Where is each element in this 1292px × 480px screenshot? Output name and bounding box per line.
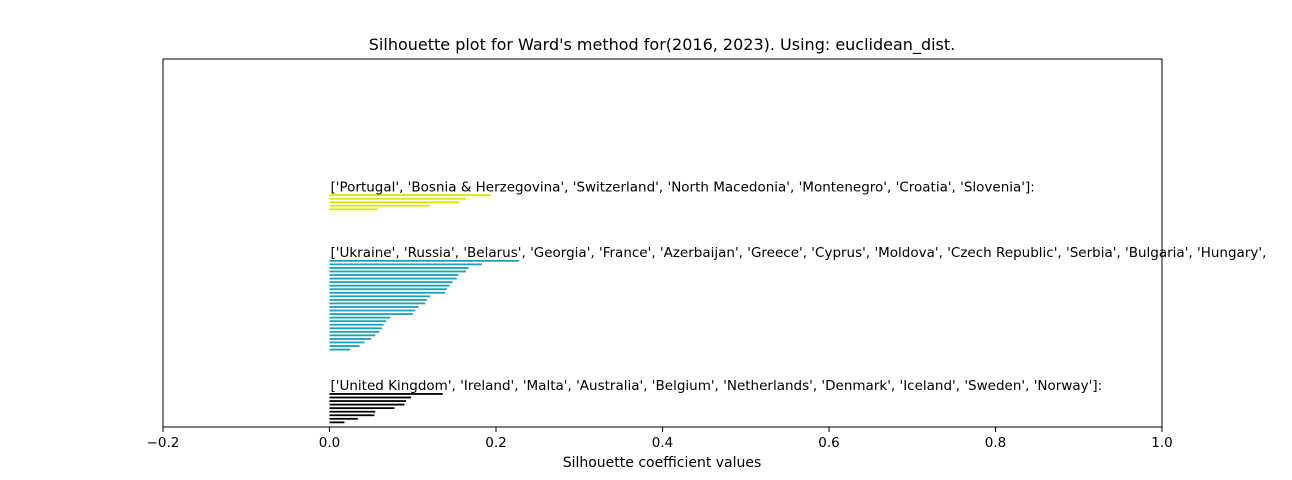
silhouette-bar	[329, 284, 450, 287]
silhouette-bar	[329, 330, 380, 333]
silhouette-bar	[329, 291, 446, 294]
silhouette-bar	[329, 306, 419, 308]
silhouette-bar	[329, 414, 375, 417]
x-tick-label: 1.0	[1151, 435, 1172, 451]
silhouette-bar	[329, 421, 345, 424]
cluster-label: ['United Kingdom', 'Ireland', 'Malta', '…	[331, 378, 1103, 394]
x-tick-label: 0.6	[818, 435, 839, 451]
silhouette-bar	[329, 288, 447, 291]
silhouette-bar	[329, 259, 520, 262]
silhouette-bar	[329, 417, 358, 420]
silhouette-bar	[329, 274, 459, 276]
silhouette-bar	[329, 334, 376, 337]
silhouette-bar	[329, 348, 351, 351]
cluster-label: ['Ukraine', 'Russia', 'Belarus', 'Georgi…	[331, 245, 1267, 261]
silhouette-bar	[329, 410, 376, 413]
silhouette-bar	[329, 327, 382, 330]
silhouette-bar	[329, 277, 457, 280]
silhouette-bar	[329, 204, 430, 207]
silhouette-bar	[329, 197, 467, 200]
silhouette-bar	[329, 281, 453, 284]
silhouette-bar	[329, 400, 407, 402]
silhouette-bar	[329, 393, 443, 395]
plot-frame	[162, 58, 1163, 428]
x-tick-label: 0.0	[319, 435, 340, 451]
silhouette-bar	[329, 313, 413, 315]
silhouette-bar	[329, 263, 482, 266]
silhouette-bar	[329, 396, 412, 399]
x-axis-label: Silhouette coefficient values	[563, 455, 762, 471]
silhouette-bar	[329, 194, 492, 197]
x-axis: −0.2 0.0 0.2 0.4 0.6 0.8 1.0	[147, 427, 1173, 451]
cluster-label: ['Portugal', 'Bosnia & Herzegovina', 'Sw…	[331, 179, 1035, 195]
silhouette-bar	[329, 270, 467, 273]
silhouette-bar	[329, 320, 387, 323]
x-tick-label: 0.8	[985, 435, 1006, 451]
x-tick-label: 0.2	[485, 435, 506, 451]
x-tick-label: 0.4	[652, 435, 673, 451]
silhouette-bar	[329, 201, 460, 204]
silhouette-bar	[329, 295, 431, 298]
x-tick-label: −0.2	[147, 435, 180, 451]
silhouette-bar	[329, 323, 384, 326]
silhouette-bar	[329, 208, 378, 211]
silhouette-bar	[329, 298, 427, 301]
silhouette-bar	[329, 338, 372, 340]
silhouette-bar	[329, 267, 469, 269]
cluster-labels-layer: ['United Kingdom', 'Ireland', 'Malta', '…	[331, 179, 1267, 394]
silhouette-bar	[329, 309, 416, 312]
silhouette-bar	[329, 407, 395, 410]
silhouette-bar	[329, 403, 405, 406]
silhouette-bar	[329, 341, 365, 344]
silhouette-bar	[329, 345, 360, 347]
bars-layer	[329, 194, 520, 424]
silhouette-bar	[329, 302, 426, 305]
silhouette-bar	[329, 316, 391, 319]
chart-title: Silhouette plot for Ward's method for(20…	[369, 35, 955, 55]
